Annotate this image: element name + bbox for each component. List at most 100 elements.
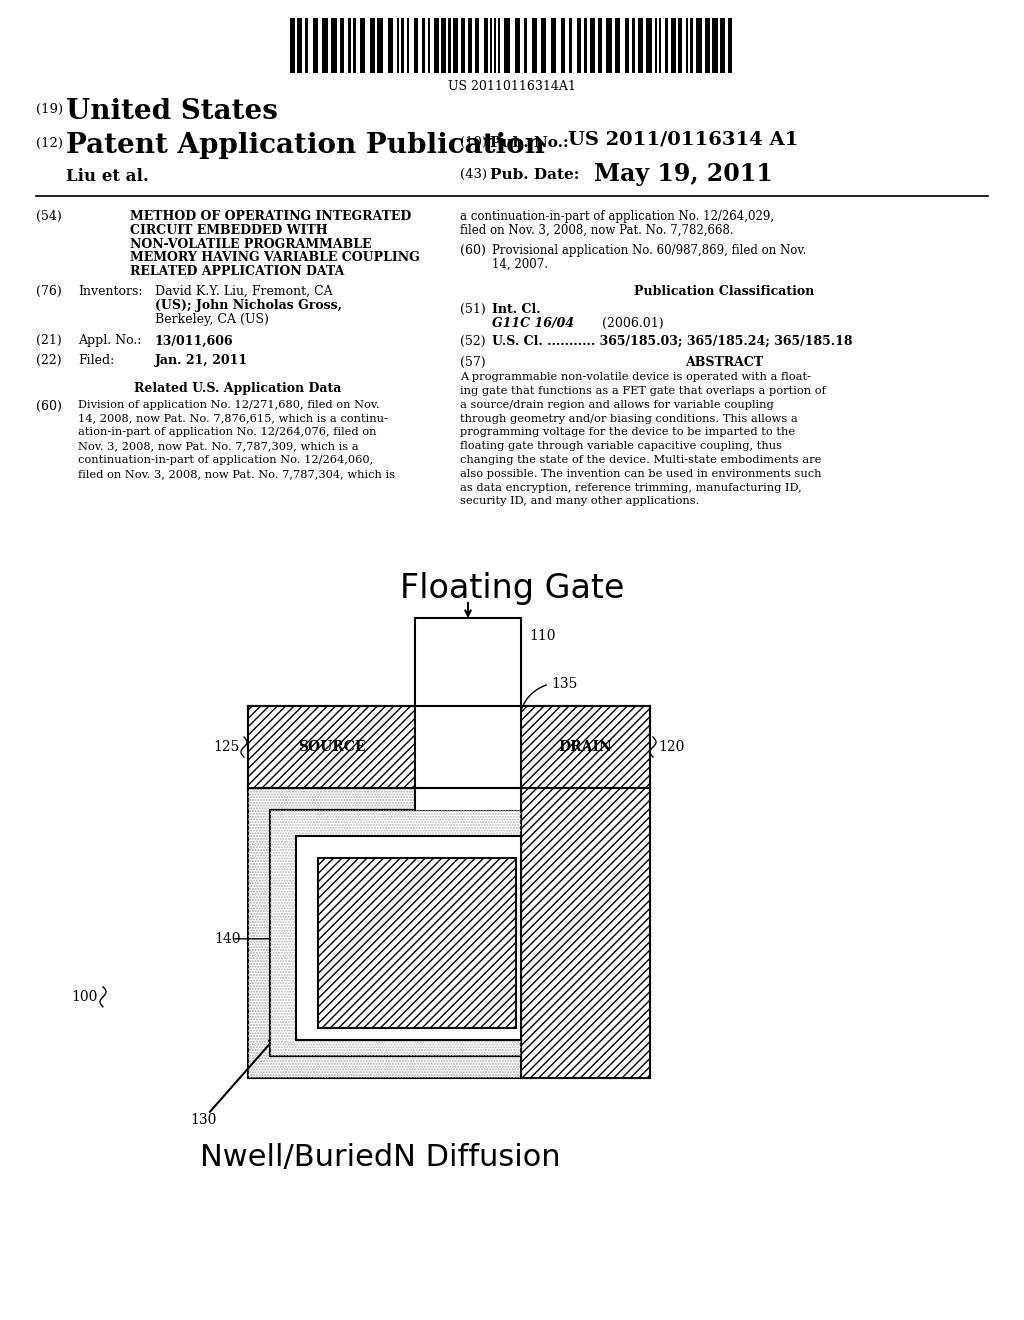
Text: also possible. The invention can be used in environments such: also possible. The invention can be used…: [460, 469, 821, 479]
Text: 100: 100: [72, 990, 98, 1003]
Text: Division of application No. 12/271,680, filed on Nov.: Division of application No. 12/271,680, …: [78, 400, 380, 409]
Bar: [248, 788, 650, 1078]
Text: Berkeley, CA (US): Berkeley, CA (US): [155, 313, 269, 326]
Text: filed on Nov. 3, 2008, now Pat. No. 7,782,668.: filed on Nov. 3, 2008, now Pat. No. 7,78…: [460, 224, 733, 236]
Bar: [270, 810, 521, 1056]
Text: (2006.01): (2006.01): [602, 317, 664, 330]
Text: as data encryption, reference trimming, manufacturing ID,: as data encryption, reference trimming, …: [460, 483, 802, 492]
Bar: [577, 18, 581, 73]
Bar: [532, 18, 537, 73]
Text: Floating Gate: Floating Gate: [399, 572, 625, 605]
Text: RELATED APPLICATION DATA: RELATED APPLICATION DATA: [130, 265, 344, 279]
Text: US 20110116314A1: US 20110116314A1: [449, 81, 575, 92]
Bar: [453, 18, 458, 73]
Bar: [449, 18, 451, 73]
Text: 110: 110: [529, 630, 555, 643]
Text: Patent Application Publication: Patent Application Publication: [66, 132, 545, 158]
Text: ABSTRACT: ABSTRACT: [685, 356, 763, 370]
Bar: [290, 18, 295, 73]
Text: May 19, 2011: May 19, 2011: [594, 162, 773, 186]
Bar: [461, 18, 465, 73]
Text: continuation-in-part of application No. 12/264,060,: continuation-in-part of application No. …: [78, 455, 374, 465]
Text: 120: 120: [658, 741, 684, 754]
Text: METHOD OF OPERATING INTEGRATED: METHOD OF OPERATING INTEGRATED: [130, 210, 412, 223]
Text: (60): (60): [36, 400, 61, 413]
Text: through geometry and/or biasing conditions. This allows a: through geometry and/or biasing conditio…: [460, 413, 798, 424]
Bar: [331, 18, 337, 73]
Bar: [625, 18, 629, 73]
Text: 14, 2008, now Pat. No. 7,876,615, which is a continu-: 14, 2008, now Pat. No. 7,876,615, which …: [78, 413, 388, 424]
Bar: [248, 706, 415, 788]
Text: 135: 135: [551, 677, 578, 690]
Bar: [475, 18, 479, 73]
Text: (21): (21): [36, 334, 61, 347]
Text: Pub. Date:: Pub. Date:: [490, 168, 580, 182]
Text: Appl. No.:: Appl. No.:: [78, 334, 141, 347]
Bar: [632, 18, 635, 73]
Text: a source/drain region and allows for variable coupling: a source/drain region and allows for var…: [460, 400, 774, 409]
Bar: [494, 18, 496, 73]
Bar: [590, 18, 595, 73]
Bar: [705, 18, 710, 73]
Text: (52): (52): [460, 334, 485, 347]
Text: (12): (12): [36, 137, 63, 150]
Text: Int. Cl.: Int. Cl.: [492, 304, 541, 315]
Text: security ID, and many other applications.: security ID, and many other applications…: [460, 496, 699, 507]
Bar: [248, 788, 650, 1078]
Text: a continuation-in-part of application No. 12/264,029,: a continuation-in-part of application No…: [460, 210, 774, 223]
Bar: [370, 18, 375, 73]
Bar: [541, 18, 546, 73]
Text: (51): (51): [460, 304, 485, 315]
Text: Related U.S. Application Data: Related U.S. Application Data: [134, 381, 342, 395]
Bar: [407, 18, 409, 73]
Text: changing the state of the device. Multi-state embodiments are: changing the state of the device. Multi-…: [460, 455, 821, 465]
Bar: [551, 18, 556, 73]
Bar: [248, 706, 415, 788]
Bar: [690, 18, 693, 73]
Text: 140: 140: [214, 932, 241, 946]
Text: G11C 16/04: G11C 16/04: [492, 317, 574, 330]
Text: US 2011/0116314 A1: US 2011/0116314 A1: [568, 131, 799, 149]
Bar: [638, 18, 643, 73]
Text: 130: 130: [190, 1113, 216, 1127]
Text: Pub. No.:: Pub. No.:: [490, 136, 568, 150]
Text: A programmable non-volatile device is operated with a float-: A programmable non-volatile device is op…: [460, 372, 811, 383]
Text: floating gate through variable capacitive coupling, thus: floating gate through variable capacitiv…: [460, 441, 782, 451]
Text: Liu et al.: Liu et al.: [66, 168, 148, 185]
Text: Provisional application No. 60/987,869, filed on Nov.: Provisional application No. 60/987,869, …: [492, 244, 806, 256]
Bar: [606, 18, 612, 73]
Text: 13/011,606: 13/011,606: [155, 334, 233, 347]
Bar: [297, 18, 302, 73]
Text: (US); John Nicholas Gross,: (US); John Nicholas Gross,: [155, 298, 342, 312]
Text: CIRCUIT EMBEDDED WITH: CIRCUIT EMBEDDED WITH: [130, 224, 328, 236]
Text: (54): (54): [36, 210, 61, 223]
Bar: [388, 18, 393, 73]
Text: ation-in-part of application No. 12/264,076, filed on: ation-in-part of application No. 12/264,…: [78, 428, 377, 437]
Text: (43): (43): [460, 168, 487, 181]
Bar: [659, 18, 662, 73]
Bar: [360, 18, 365, 73]
Text: Jan. 21, 2011: Jan. 21, 2011: [155, 354, 248, 367]
Bar: [615, 18, 620, 73]
Text: United States: United States: [66, 98, 278, 125]
Text: ing gate that functions as a FET gate that overlaps a portion of: ing gate that functions as a FET gate th…: [460, 385, 826, 396]
Bar: [415, 618, 521, 706]
Bar: [296, 836, 521, 1040]
Bar: [270, 810, 521, 1056]
Bar: [484, 18, 488, 73]
Text: 14, 2007.: 14, 2007.: [492, 257, 548, 271]
Bar: [521, 706, 650, 1078]
Text: MEMORY HAVING VARIABLE COUPLING: MEMORY HAVING VARIABLE COUPLING: [130, 251, 420, 264]
Bar: [569, 18, 572, 73]
Text: Inventors:: Inventors:: [78, 285, 142, 298]
Bar: [318, 858, 516, 1028]
Bar: [401, 18, 404, 73]
Text: U.S. Cl. ........... 365/185.03; 365/185.24; 365/185.18: U.S. Cl. ........... 365/185.03; 365/185…: [492, 334, 853, 347]
Bar: [720, 18, 725, 73]
Bar: [521, 706, 650, 1078]
Bar: [397, 18, 399, 73]
Bar: [655, 18, 657, 73]
Bar: [504, 18, 510, 73]
Text: DRAIN: DRAIN: [559, 741, 612, 754]
Text: (60): (60): [460, 244, 485, 256]
